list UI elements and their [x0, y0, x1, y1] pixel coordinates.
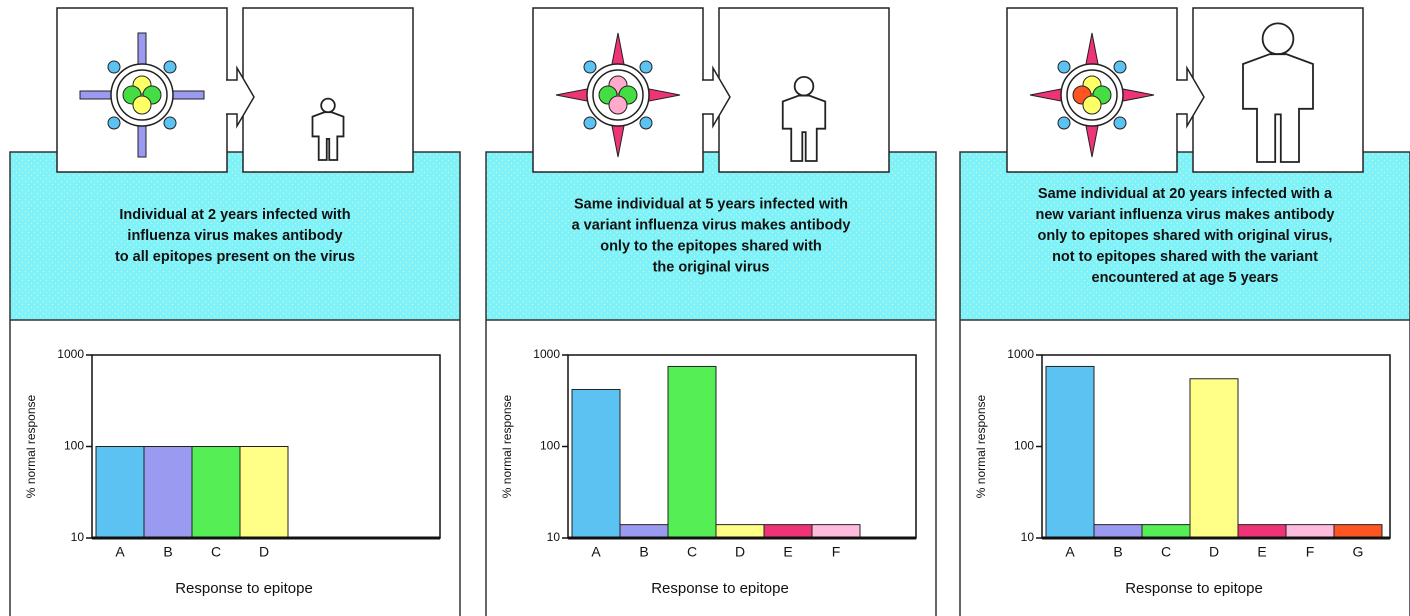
spike-ball [1057, 60, 1071, 74]
bar [1285, 524, 1335, 539]
y-tick-label: 100 [1014, 439, 1034, 453]
spike-ball [639, 60, 653, 74]
bar [1189, 378, 1239, 539]
y-tick-label: 10 [547, 530, 561, 544]
y-tick-label: 1000 [533, 347, 560, 361]
y-tick-label: 100 [64, 439, 84, 453]
person-head [1263, 23, 1294, 54]
person-body [783, 96, 826, 161]
x-tick-label: A [115, 544, 125, 560]
bar [1333, 524, 1383, 539]
caption-line: new variant influenza virus makes antibo… [1036, 207, 1335, 223]
x-tick-label: B [1113, 544, 1122, 560]
x-tick-label: G [1353, 544, 1364, 560]
y-axis-label: % normal response [500, 394, 514, 498]
caption-line: influenza virus makes antibody [127, 228, 342, 244]
caption-band [486, 152, 936, 320]
y-tick-label: 1000 [1007, 347, 1034, 361]
y-tick-label: 100 [540, 439, 560, 453]
spike-ball [1057, 116, 1071, 130]
spike-ball [583, 60, 597, 74]
person [1243, 23, 1313, 162]
caption-line: only to the epitopes shared with [600, 238, 822, 254]
x-tick-label: B [639, 544, 648, 560]
caption-line: not to epitopes shared with the variant [1052, 249, 1318, 265]
virus-ring [592, 69, 644, 121]
spike-ball [107, 116, 121, 130]
bar [95, 446, 145, 539]
person [313, 99, 344, 160]
caption-line: to all epitopes present on the virus [115, 249, 355, 265]
spike-ball [1113, 60, 1127, 74]
caption-band [960, 152, 1410, 320]
x-tick-label: C [687, 544, 697, 560]
epitope [1082, 95, 1102, 115]
x-axis-label: Response to epitope [1125, 580, 1263, 597]
y-tick-label: 10 [71, 530, 85, 544]
person-body [313, 112, 344, 160]
bar [1093, 524, 1143, 539]
bar [619, 524, 669, 539]
person [783, 77, 826, 161]
bar [811, 524, 861, 539]
bar [1237, 524, 1287, 539]
x-tick-label: B [163, 544, 172, 560]
y-axis-label: % normal response [974, 394, 988, 498]
spike-ball [163, 60, 177, 74]
y-axis-label: % normal response [24, 394, 38, 498]
caption-line: Same individual at 20 years infected wit… [1038, 186, 1333, 202]
spike-ball [639, 116, 653, 130]
x-tick-label: A [1065, 544, 1075, 560]
caption-line: a variant influenza virus makes antibody [572, 217, 851, 233]
spike-ball [1113, 116, 1127, 130]
bar [143, 446, 193, 539]
panel-border [9, 151, 461, 616]
caption-line: only to epitopes shared with original vi… [1038, 228, 1333, 244]
x-tick-label: D [259, 544, 269, 560]
caption-band [10, 152, 460, 320]
spike-ball [583, 116, 597, 130]
epitope [132, 95, 152, 115]
person-head [321, 99, 335, 113]
panel-border [959, 151, 1410, 616]
bar [1141, 524, 1191, 539]
caption-line: encountered at age 5 years [1092, 270, 1279, 286]
y-tick-label: 10 [1021, 530, 1035, 544]
x-tick-label: F [832, 544, 841, 560]
x-axis-label: Response to epitope [175, 580, 313, 597]
x-tick-label: F [1306, 544, 1315, 560]
bar [191, 446, 241, 539]
virus-ring [1066, 69, 1118, 121]
caption-line: Individual at 2 years infected with [119, 207, 350, 223]
x-tick-label: D [1209, 544, 1219, 560]
bar [667, 365, 717, 539]
bar [715, 524, 765, 539]
x-tick-label: A [591, 544, 601, 560]
bar [239, 446, 289, 539]
arrow [1176, 65, 1205, 129]
caption-line: the original virus [653, 259, 770, 275]
x-tick-label: E [783, 544, 792, 560]
bar [1045, 365, 1095, 539]
arrow [702, 65, 731, 129]
x-tick-label: C [1161, 544, 1171, 560]
x-axis-label: Response to epitope [651, 580, 789, 597]
person-box [242, 7, 414, 173]
panel-border [485, 151, 937, 616]
spike-ball [107, 60, 121, 74]
bar [571, 388, 621, 539]
virus-ring [116, 69, 168, 121]
arrow [226, 65, 255, 129]
caption-line: Same individual at 5 years infected with [574, 196, 848, 212]
person-head [795, 77, 814, 96]
bar [763, 524, 813, 539]
person-body [1243, 54, 1313, 162]
x-tick-label: D [735, 544, 745, 560]
x-tick-label: E [1257, 544, 1266, 560]
y-tick-label: 1000 [57, 347, 84, 361]
x-tick-label: C [211, 544, 221, 560]
epitope [608, 95, 628, 115]
spike-ball [163, 116, 177, 130]
